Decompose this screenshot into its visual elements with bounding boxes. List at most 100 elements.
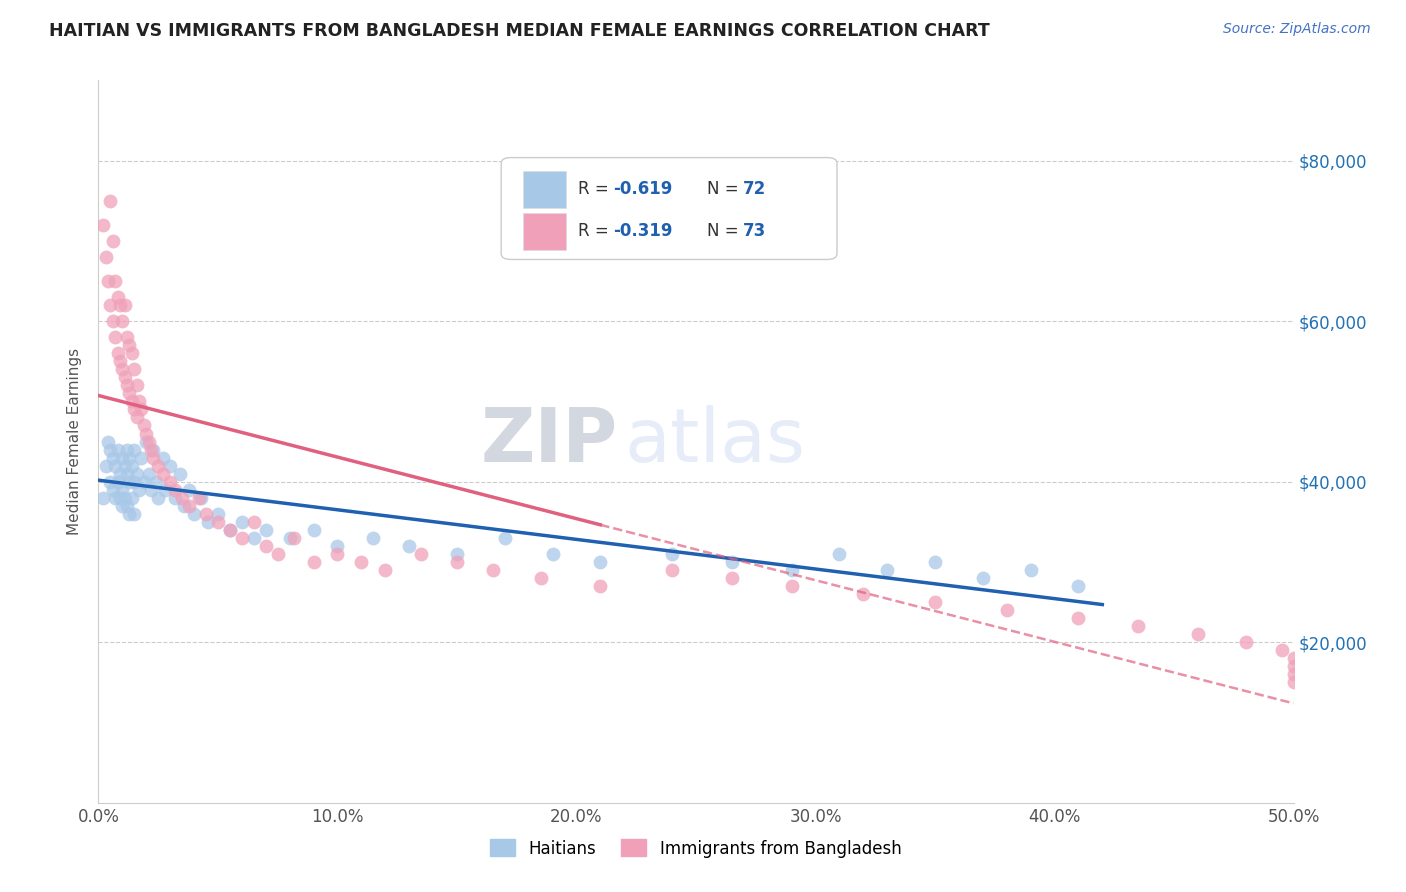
Point xyxy=(589,579,612,593)
Point xyxy=(132,475,155,489)
Legend: Haitians, Immigrants from Bangladesh: Haitians, Immigrants from Bangladesh xyxy=(484,833,908,864)
Point xyxy=(1282,659,1305,673)
Point xyxy=(995,603,1018,617)
Point xyxy=(219,523,242,537)
Point xyxy=(97,434,120,449)
Point xyxy=(118,450,141,465)
Point xyxy=(111,450,134,465)
Point xyxy=(125,467,148,481)
Point xyxy=(138,467,160,481)
Point xyxy=(108,467,131,481)
Point xyxy=(179,483,201,497)
Point xyxy=(148,458,170,473)
Point xyxy=(139,483,162,497)
Point xyxy=(190,491,212,505)
Point xyxy=(104,458,127,473)
Point xyxy=(661,547,683,561)
Point xyxy=(152,450,174,465)
Point xyxy=(118,338,141,352)
Point xyxy=(195,507,218,521)
Point xyxy=(1282,667,1305,681)
Point xyxy=(111,314,134,328)
Point xyxy=(124,402,146,417)
Point xyxy=(1019,563,1042,577)
Point xyxy=(115,330,138,344)
Point xyxy=(721,571,744,585)
Point xyxy=(172,491,194,505)
Point xyxy=(98,298,122,312)
Point xyxy=(125,410,148,425)
Point xyxy=(267,547,290,561)
Point xyxy=(111,483,134,497)
Text: atlas: atlas xyxy=(624,405,806,478)
Point xyxy=(139,442,162,457)
Point xyxy=(1187,627,1209,641)
Point xyxy=(411,547,433,561)
Text: HAITIAN VS IMMIGRANTS FROM BANGLADESH MEDIAN FEMALE EARNINGS CORRELATION CHART: HAITIAN VS IMMIGRANTS FROM BANGLADESH ME… xyxy=(49,22,990,40)
Point xyxy=(121,491,143,505)
Point xyxy=(1067,579,1090,593)
Point xyxy=(94,458,117,473)
Point xyxy=(142,450,165,465)
Point xyxy=(207,515,229,529)
Point xyxy=(541,547,564,561)
Point xyxy=(97,274,120,288)
Point xyxy=(111,362,134,376)
Point xyxy=(159,458,181,473)
Point xyxy=(780,579,803,593)
Point xyxy=(107,346,129,360)
Point xyxy=(661,563,683,577)
Text: -0.619: -0.619 xyxy=(613,180,673,198)
Point xyxy=(163,491,186,505)
Point xyxy=(924,555,946,569)
Point xyxy=(152,467,174,481)
Point xyxy=(243,531,266,545)
Point xyxy=(302,555,325,569)
Point xyxy=(125,378,148,392)
Point xyxy=(128,483,150,497)
Point xyxy=(924,595,946,609)
Point xyxy=(98,442,122,457)
Point xyxy=(1067,611,1090,625)
Point xyxy=(721,555,744,569)
Y-axis label: Median Female Earnings: Median Female Earnings xyxy=(67,348,83,535)
Point xyxy=(98,194,122,208)
FancyBboxPatch shape xyxy=(523,170,565,208)
Point xyxy=(131,402,153,417)
Point xyxy=(219,523,242,537)
Text: N =: N = xyxy=(707,180,744,198)
Point xyxy=(254,523,277,537)
Text: N =: N = xyxy=(707,222,744,240)
Point xyxy=(124,362,146,376)
Point xyxy=(115,467,138,481)
Point xyxy=(108,298,131,312)
Point xyxy=(114,458,136,473)
Point xyxy=(114,298,136,312)
Point xyxy=(107,442,129,457)
Point xyxy=(101,234,124,248)
Point xyxy=(118,386,141,401)
Point xyxy=(283,531,305,545)
Point xyxy=(108,354,131,368)
Point xyxy=(108,491,131,505)
Point xyxy=(118,475,141,489)
Point xyxy=(104,330,127,344)
Point xyxy=(115,442,138,457)
Point xyxy=(145,475,167,489)
FancyBboxPatch shape xyxy=(523,212,565,250)
Point xyxy=(1234,635,1257,649)
Point xyxy=(254,539,277,553)
Point xyxy=(179,499,201,513)
Point xyxy=(1282,651,1305,665)
Point xyxy=(121,394,143,409)
Point xyxy=(101,483,124,497)
Point xyxy=(163,483,186,497)
Point xyxy=(115,378,138,392)
Point xyxy=(374,563,396,577)
Text: 72: 72 xyxy=(742,180,766,198)
Point xyxy=(187,491,209,505)
Point xyxy=(169,467,191,481)
Point xyxy=(363,531,385,545)
Point xyxy=(852,587,875,601)
Point xyxy=(446,555,468,569)
